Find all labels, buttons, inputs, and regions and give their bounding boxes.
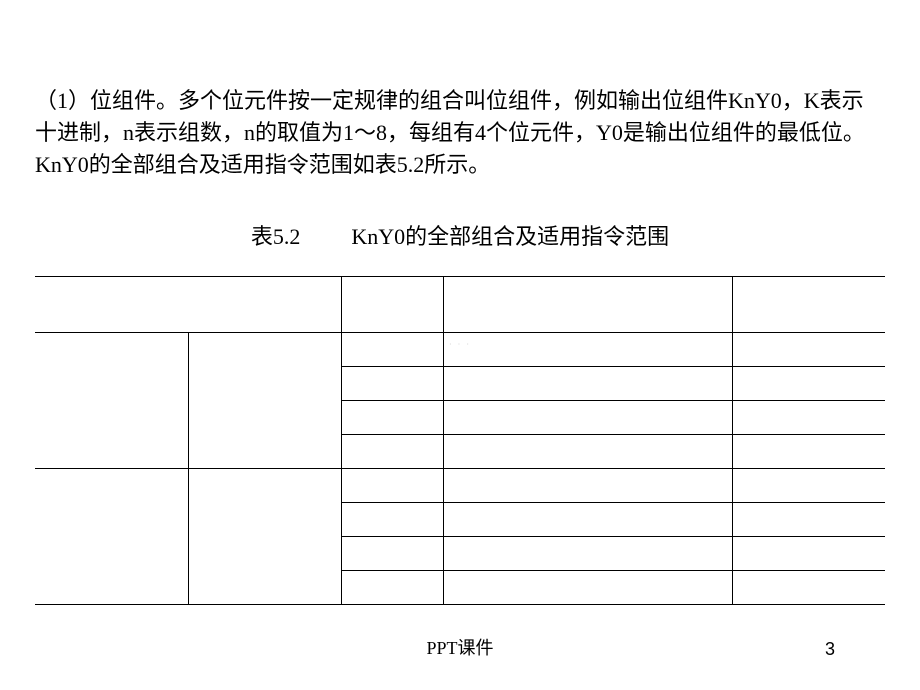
table-cell <box>732 434 885 468</box>
table-cell <box>341 276 443 332</box>
table-cell <box>732 468 885 502</box>
table-cell <box>35 276 341 332</box>
table-cell <box>341 434 443 468</box>
table-cell <box>443 366 732 400</box>
table-container <box>35 276 885 605</box>
table-cell <box>443 468 732 502</box>
table-cell <box>35 468 188 604</box>
table-cell <box>443 276 732 332</box>
table-row <box>35 468 885 502</box>
table-cell <box>341 570 443 604</box>
table-caption: 表5.2 KnY0的全部组合及适用指令范围 <box>35 219 885 251</box>
table-cell <box>732 400 885 434</box>
table-cell <box>341 536 443 570</box>
table-cell <box>732 366 885 400</box>
table-cell <box>732 276 885 332</box>
caption-label: 表5.2 <box>251 224 301 249</box>
data-table <box>35 276 885 605</box>
table-cell <box>188 468 341 604</box>
table-cell <box>443 502 732 536</box>
table-cell <box>188 332 341 468</box>
table-cell <box>732 332 885 366</box>
body-paragraph: （1）位组件。多个位元件按一定规律的组合叫位组件，例如输出位组件KnY0，K表示… <box>35 85 885 181</box>
table-cell <box>443 332 732 366</box>
table-cell <box>341 468 443 502</box>
caption-title: KnY0的全部组合及适用指令范围 <box>351 224 669 249</box>
table-cell <box>732 570 885 604</box>
table-cell <box>341 332 443 366</box>
table-cell <box>443 400 732 434</box>
table-cell <box>341 400 443 434</box>
table-cell <box>341 502 443 536</box>
page-number: 3 <box>825 639 835 660</box>
footer-text: PPT课件 <box>0 634 920 660</box>
table-header-row <box>35 276 885 332</box>
table-row <box>35 332 885 366</box>
table-cell <box>732 502 885 536</box>
table-cell <box>732 536 885 570</box>
table-cell <box>443 434 732 468</box>
table-cell <box>443 570 732 604</box>
table-cell <box>341 366 443 400</box>
table-cell <box>35 332 188 468</box>
table-cell <box>443 536 732 570</box>
watermark: · · · <box>449 340 471 349</box>
